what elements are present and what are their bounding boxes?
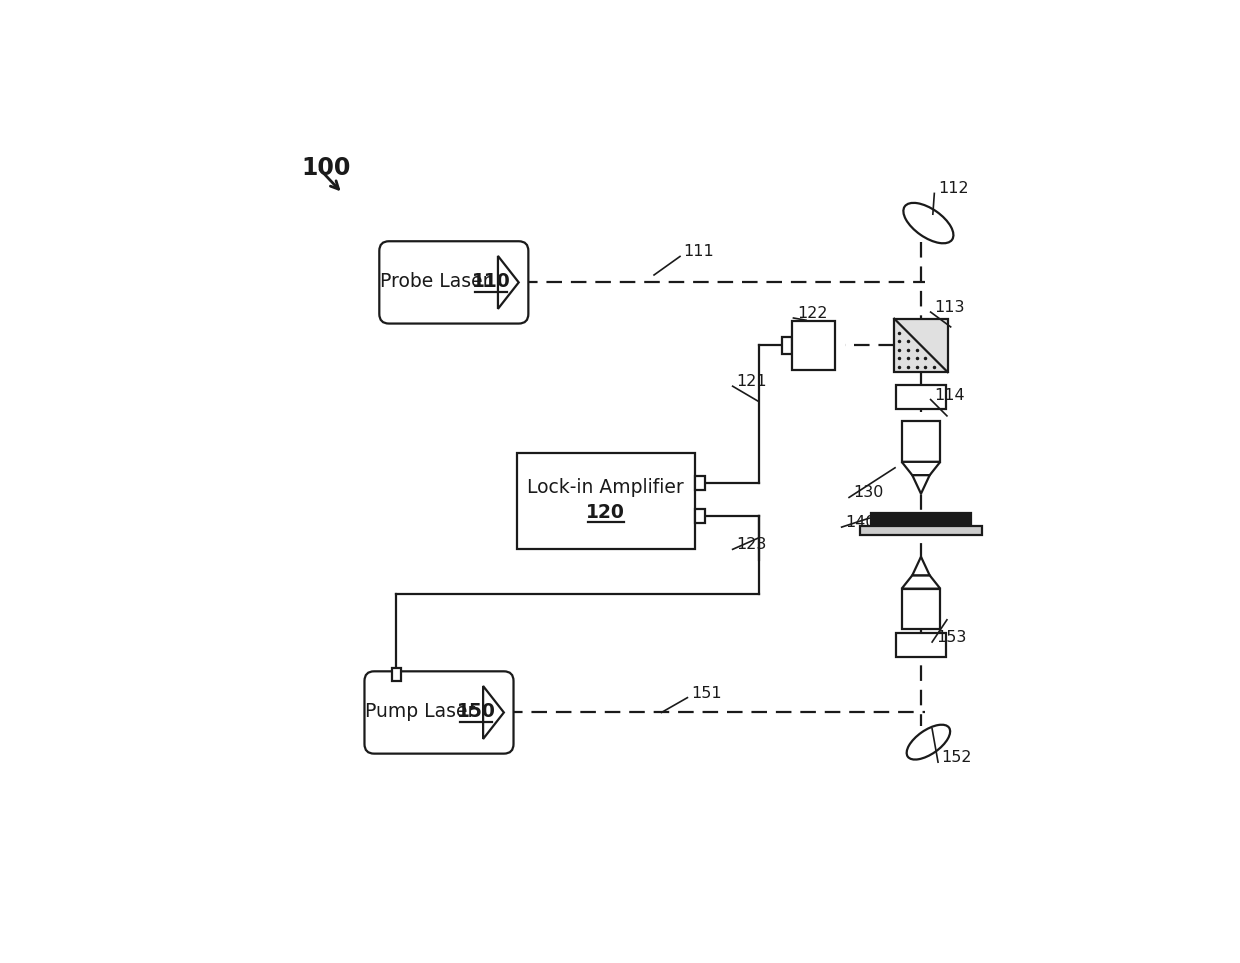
Text: 150: 150	[456, 702, 496, 721]
FancyBboxPatch shape	[897, 385, 946, 409]
Text: 130: 130	[853, 485, 883, 501]
Text: Pump Laser: Pump Laser	[366, 702, 476, 721]
Text: 100: 100	[301, 156, 351, 180]
FancyBboxPatch shape	[870, 513, 971, 527]
Text: 110: 110	[471, 273, 511, 291]
Text: 123: 123	[737, 537, 766, 553]
Text: Lock-in Amplifier: Lock-in Amplifier	[527, 479, 684, 497]
Text: 120: 120	[587, 503, 625, 522]
Polygon shape	[913, 557, 930, 575]
Text: 114: 114	[934, 387, 965, 403]
FancyBboxPatch shape	[392, 667, 401, 681]
FancyBboxPatch shape	[694, 508, 706, 523]
Text: 152: 152	[941, 750, 972, 766]
FancyBboxPatch shape	[517, 453, 694, 549]
Polygon shape	[901, 575, 940, 588]
FancyBboxPatch shape	[792, 322, 835, 370]
Text: Probe Laser: Probe Laser	[379, 273, 491, 291]
Text: 121: 121	[737, 375, 768, 389]
Text: 122: 122	[797, 306, 827, 321]
Polygon shape	[498, 256, 518, 309]
Text: 140: 140	[846, 515, 875, 530]
Text: 151: 151	[691, 686, 722, 701]
FancyBboxPatch shape	[897, 633, 946, 657]
Text: 111: 111	[683, 245, 714, 259]
Polygon shape	[484, 686, 503, 739]
Polygon shape	[901, 462, 940, 475]
FancyBboxPatch shape	[365, 671, 513, 754]
FancyBboxPatch shape	[782, 337, 792, 353]
Polygon shape	[913, 475, 930, 494]
Text: 112: 112	[937, 181, 968, 196]
Text: 113: 113	[934, 300, 965, 315]
Polygon shape	[901, 421, 940, 462]
Polygon shape	[901, 588, 940, 630]
Ellipse shape	[904, 203, 954, 244]
Ellipse shape	[906, 725, 950, 760]
Text: 153: 153	[936, 630, 966, 645]
FancyBboxPatch shape	[694, 476, 706, 489]
Polygon shape	[894, 319, 947, 372]
FancyBboxPatch shape	[379, 242, 528, 324]
FancyBboxPatch shape	[859, 527, 982, 534]
